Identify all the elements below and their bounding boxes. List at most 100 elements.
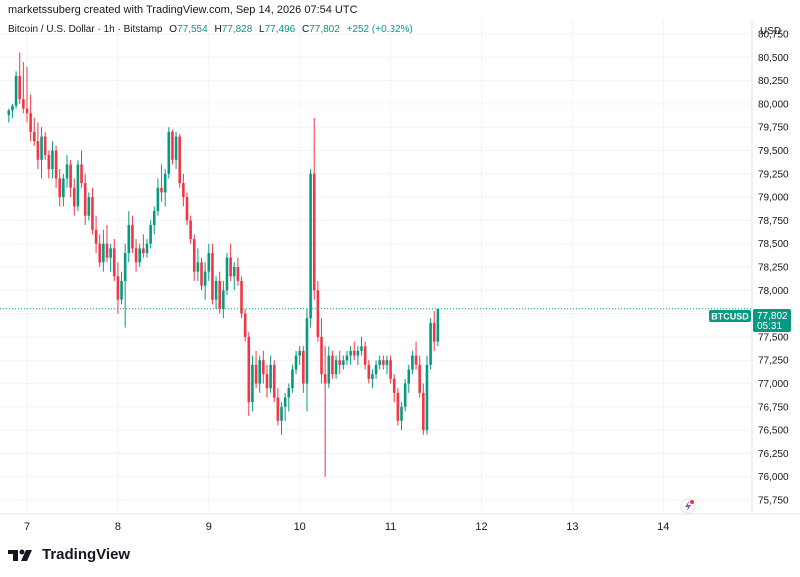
price-tick-label: 75,750 — [758, 496, 789, 507]
candle — [374, 360, 378, 379]
grid — [0, 20, 752, 514]
price-tag-value: 77,802 — [757, 311, 788, 322]
candle-body — [371, 374, 374, 379]
candle — [312, 117, 316, 300]
candle-body — [189, 220, 192, 240]
candle-body — [247, 336, 251, 403]
candle-body — [240, 280, 243, 314]
candle — [207, 243, 211, 281]
candle — [138, 243, 142, 267]
candle-body — [192, 239, 196, 272]
candle — [22, 61, 25, 114]
candle — [218, 271, 222, 314]
candle — [174, 131, 178, 170]
candle-body — [429, 322, 432, 365]
price-tick-label: 76,500 — [758, 426, 789, 437]
candle — [25, 66, 29, 123]
candle — [192, 234, 196, 281]
candle-body — [407, 369, 411, 384]
candle — [316, 280, 320, 342]
candle-body — [62, 178, 65, 198]
candle — [305, 308, 309, 412]
currency-label: USD — [760, 26, 781, 37]
candle — [392, 374, 396, 403]
candle-body — [418, 364, 421, 393]
candle-body — [109, 248, 112, 258]
price-tick-label: 77,000 — [758, 379, 789, 390]
candle — [76, 159, 80, 212]
candle-body — [182, 183, 185, 198]
candle-body — [102, 243, 105, 263]
candle — [152, 206, 156, 235]
candle-body — [345, 355, 349, 361]
candle — [291, 364, 294, 393]
candle — [280, 402, 283, 435]
candle-body — [185, 197, 189, 221]
candle — [294, 350, 298, 375]
candle-body — [305, 318, 309, 384]
candle — [269, 355, 272, 393]
candle-body — [400, 406, 403, 421]
candle — [178, 133, 182, 188]
candle-body — [403, 383, 407, 407]
candle-body — [196, 262, 200, 272]
candle — [265, 364, 269, 398]
candle-body — [87, 197, 91, 216]
candle-body — [211, 253, 214, 300]
candle-body — [323, 374, 327, 384]
candle-body — [327, 355, 331, 384]
symbol-tag-bg — [709, 310, 751, 322]
symbol-name[interactable]: Bitcoin / U.S. Dollar · 1h · Bitstamp — [8, 24, 163, 35]
candle-body — [331, 355, 334, 375]
tradingview-logo-text: TradingView — [42, 546, 131, 563]
candle — [7, 108, 11, 123]
candle-body — [298, 350, 301, 356]
candle — [327, 346, 331, 389]
candle — [432, 310, 436, 351]
candle — [160, 164, 163, 202]
candle-body — [214, 280, 218, 300]
candle — [411, 350, 414, 375]
candle-body — [207, 253, 211, 272]
candle — [378, 355, 381, 370]
date-tick-label: 7 — [24, 521, 30, 533]
candle — [247, 332, 251, 417]
candle — [422, 383, 425, 435]
candle-body — [352, 350, 356, 356]
candle — [87, 192, 91, 221]
candle — [98, 234, 102, 267]
candle — [338, 350, 341, 375]
attribution-text: marketssuberg created with TradingView.c… — [8, 4, 358, 16]
open-label: O — [169, 24, 178, 35]
candle-body — [367, 364, 371, 379]
price-tick-label: 80,000 — [758, 99, 789, 110]
tradingview-logo-icon — [8, 549, 32, 561]
candle-body — [105, 243, 109, 258]
candle — [345, 350, 349, 365]
candle — [72, 178, 76, 216]
price-chart[interactable]: USD 75,750 76,000 76,250 76,500 76,750 77,000… — [0, 0, 800, 545]
candle — [371, 369, 374, 389]
price-tick-label: 80,250 — [758, 76, 789, 87]
close-value: 77,802 — [309, 24, 340, 35]
candle-body — [58, 178, 62, 198]
candle — [203, 262, 207, 300]
candle — [302, 346, 305, 393]
time-axis[interactable]: 7 8 9 10 11 12 13 14 — [24, 521, 669, 533]
candle — [105, 225, 109, 263]
candle — [62, 173, 65, 207]
candle-body — [411, 355, 414, 370]
candle-body — [127, 225, 131, 254]
tradingview-logo[interactable]: TradingView — [8, 546, 130, 563]
candle-body — [7, 110, 11, 116]
candle-body — [349, 350, 352, 356]
candle — [142, 234, 145, 258]
lightning-icon[interactable] — [680, 498, 696, 514]
price-tick-label: 78,750 — [758, 216, 789, 227]
candle-body — [269, 364, 272, 389]
price-tick-label: 79,750 — [758, 123, 789, 134]
price-axis[interactable]: 75,750 76,000 76,250 76,500 76,750 77,000 77,2… — [758, 29, 789, 506]
candle-body — [83, 183, 87, 216]
candle — [47, 150, 51, 179]
candle-body — [51, 150, 54, 170]
